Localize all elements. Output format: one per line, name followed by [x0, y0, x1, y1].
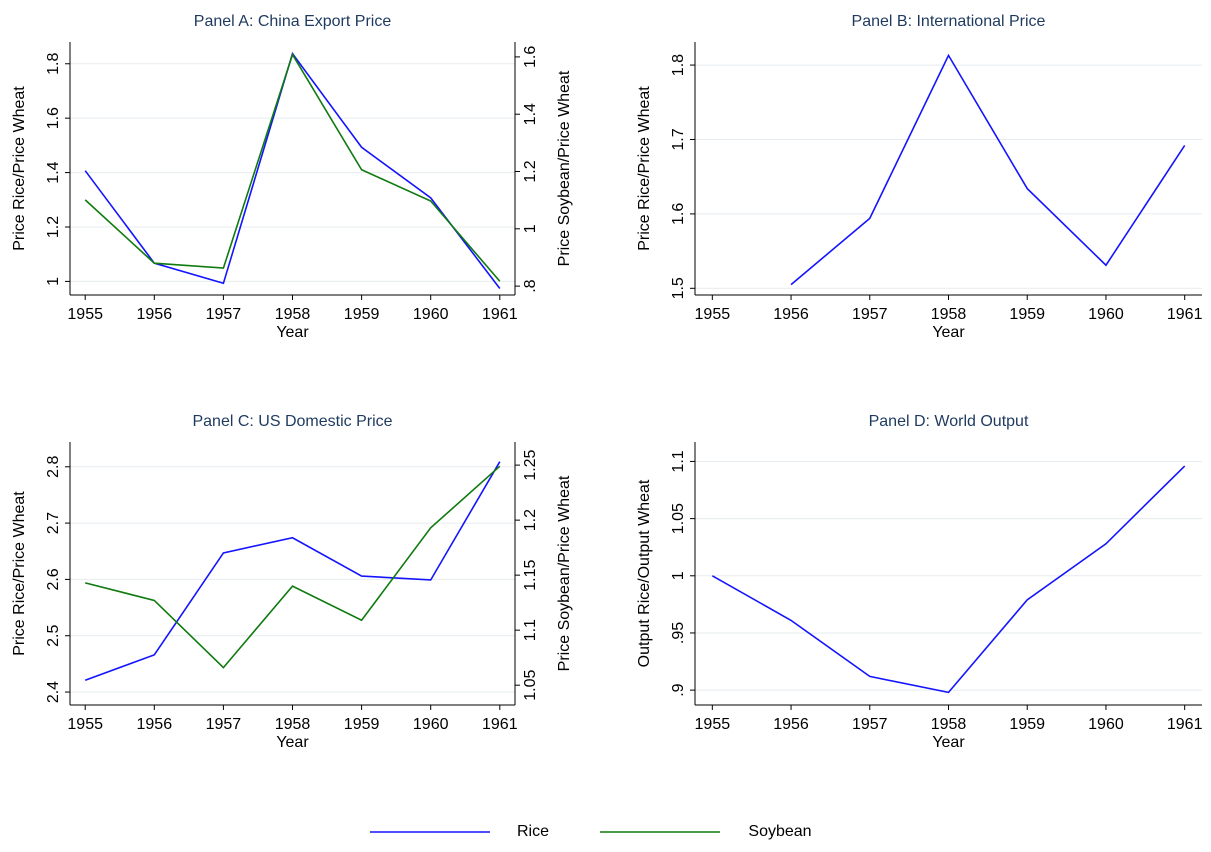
- y-tick-label: 1.7: [670, 128, 687, 150]
- series-line: [85, 465, 501, 669]
- series-line: [711, 465, 1186, 694]
- y-tick-label: 2.7: [45, 512, 62, 534]
- panel-title: Panel A: China Export Price: [194, 13, 392, 30]
- y-tick-label: 1.1: [670, 450, 687, 472]
- y-tick-label: 1.6: [670, 203, 687, 225]
- x-tick-label: 1958: [931, 716, 967, 733]
- x-tick-label: 1961: [1167, 306, 1203, 323]
- x-tick-label: 1955: [695, 716, 731, 733]
- y2-axis-title: Price Soybean/Price Wheat: [556, 70, 573, 266]
- x-tick-label: 1959: [344, 716, 380, 733]
- y2-tick-label: 1.25: [522, 449, 539, 480]
- y-tick-label: 1.5: [670, 277, 687, 299]
- x-tick-label: 1957: [206, 716, 242, 733]
- y2-tick-label: 1.2: [522, 160, 539, 182]
- y-axis-title: Price Rice/Price Wheat: [11, 491, 28, 656]
- x-tick-label: 1955: [695, 306, 731, 323]
- series-line: [84, 52, 501, 282]
- y-tick-label: 1.05: [670, 503, 687, 534]
- y-axis-title: Price Rice/Price Wheat: [11, 86, 28, 251]
- y-tick-label: 1.6: [45, 107, 62, 129]
- y-tick-label: 2.6: [45, 568, 62, 590]
- x-axis-title: Year: [932, 324, 965, 341]
- y-tick-label: 1: [45, 277, 62, 286]
- y-tick-label: 1.4: [45, 161, 62, 183]
- panel-title: Panel D: World Output: [869, 413, 1029, 430]
- y2-tick-label: 1.1: [522, 619, 539, 641]
- x-tick-label: 1958: [275, 716, 311, 733]
- y-tick-label: 2.8: [45, 456, 62, 478]
- x-tick-label: 1957: [852, 716, 888, 733]
- y2-tick-label: 1: [522, 224, 539, 233]
- y-tick-label: .95: [670, 622, 687, 644]
- x-tick-label: 1957: [206, 306, 242, 323]
- y2-tick-label: 1.4: [522, 103, 539, 125]
- y-tick-label: 2.4: [45, 681, 62, 703]
- x-tick-label: 1957: [852, 306, 888, 323]
- series-line: [84, 51, 501, 289]
- y-tick-label: 1.8: [670, 54, 687, 76]
- legend-label: Rice: [517, 823, 549, 840]
- series-line: [84, 461, 501, 681]
- y-tick-label: 1.8: [45, 53, 62, 75]
- x-tick-label: 1960: [1088, 716, 1124, 733]
- x-tick-label: 1958: [275, 306, 311, 323]
- x-tick-label: 1955: [67, 306, 103, 323]
- y2-axis-title: Price Soybean/Price Wheat: [556, 475, 573, 671]
- x-axis-title: Year: [932, 734, 965, 751]
- panel-title: Panel C: US Domestic Price: [192, 413, 392, 430]
- series-line: [790, 53, 1186, 286]
- x-tick-label: 1961: [482, 716, 518, 733]
- x-tick-label: 1956: [773, 306, 809, 323]
- x-axis-title: Year: [276, 734, 309, 751]
- y2-tick-label: 1.2: [522, 509, 539, 531]
- y2-tick-label: 1.6: [522, 46, 539, 68]
- x-tick-label: 1956: [137, 716, 173, 733]
- x-tick-label: 1959: [1009, 306, 1045, 323]
- y2-tick-label: .8: [522, 279, 539, 292]
- x-tick-label: 1960: [413, 306, 449, 323]
- y-axis-title: Price Rice/Price Wheat: [636, 86, 653, 251]
- x-tick-label: 1961: [482, 306, 518, 323]
- y2-tick-label: 1.15: [522, 559, 539, 590]
- x-tick-label: 1958: [931, 306, 967, 323]
- y-tick-label: 2.5: [45, 625, 62, 647]
- legend-label: Soybean: [748, 823, 811, 840]
- y-tick-label: 1: [670, 571, 687, 580]
- x-tick-label: 1960: [1088, 306, 1124, 323]
- x-tick-label: 1961: [1167, 716, 1203, 733]
- x-tick-label: 1959: [344, 306, 380, 323]
- y2-tick-label: 1.05: [522, 670, 539, 701]
- y-tick-label: 1.2: [45, 216, 62, 238]
- y-tick-label: .9: [670, 683, 687, 696]
- y-axis-title: Output Rice/Output Wheat: [636, 479, 653, 667]
- panel-title: Panel B: International Price: [852, 13, 1046, 30]
- x-tick-label: 1956: [773, 716, 809, 733]
- x-tick-label: 1960: [413, 716, 449, 733]
- x-axis-title: Year: [276, 324, 309, 341]
- x-tick-label: 1956: [137, 306, 173, 323]
- x-tick-label: 1955: [67, 716, 103, 733]
- x-tick-label: 1959: [1009, 716, 1045, 733]
